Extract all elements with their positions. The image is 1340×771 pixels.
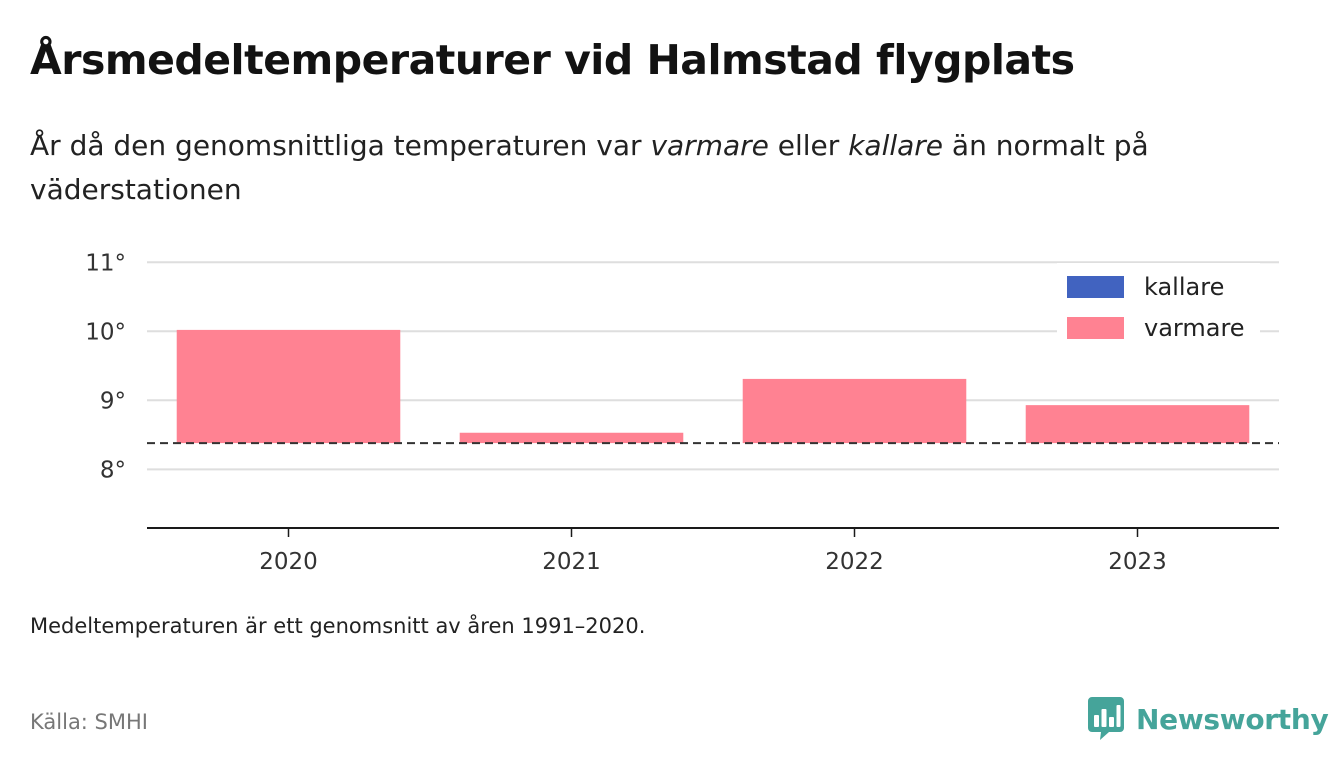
- legend-label: kallare: [1144, 273, 1224, 301]
- subtitle-text-2: eller: [768, 129, 849, 162]
- bar: [176, 329, 401, 444]
- x-tick-label: 2020: [259, 549, 318, 575]
- y-tick-label: 11°: [85, 250, 126, 276]
- newsworthy-logo-icon: [1088, 697, 1124, 740]
- legend-label: varmare: [1144, 314, 1245, 342]
- subtitle-emphasis-colder: kallare: [848, 129, 944, 162]
- y-tick-label: 10°: [85, 319, 126, 345]
- chart-subtitle: År då den genomsnittliga temperaturen va…: [30, 124, 1310, 212]
- bars: [176, 329, 1250, 444]
- x-tick-label: 2022: [825, 549, 884, 575]
- footnote: Medeltemperaturen är ett genomsnitt av å…: [30, 614, 646, 638]
- bar: [742, 378, 967, 444]
- brand-logo: Newsworthy: [1088, 697, 1329, 741]
- y-tick-label: 8°: [100, 457, 126, 483]
- bar: [1025, 405, 1250, 444]
- bar: [459, 432, 684, 444]
- source-label: Källa: SMHI: [30, 710, 148, 734]
- x-tick-label: 2023: [1108, 549, 1167, 575]
- grid-lines: 8° 9° 10° 11°: [85, 250, 1279, 483]
- subtitle-text-1: År då den genomsnittliga temperaturen va…: [30, 129, 651, 162]
- legend-swatch: [1067, 276, 1124, 298]
- chart-title: Årsmedeltemperaturer vid Halmstad flygpl…: [30, 36, 1075, 84]
- legend: kallare varmare: [1057, 263, 1260, 347]
- brand-name: Newsworthy: [1136, 702, 1329, 736]
- legend-swatch: [1067, 317, 1124, 339]
- subtitle-text-3: än normalt på väderstationen: [30, 129, 1149, 206]
- y-tick-label: 9°: [100, 388, 126, 414]
- x-axis: 2020 2021 2022 2023: [147, 527, 1279, 575]
- x-tick-label: 2021: [542, 549, 601, 575]
- subtitle-emphasis-warmer: varmare: [650, 129, 769, 162]
